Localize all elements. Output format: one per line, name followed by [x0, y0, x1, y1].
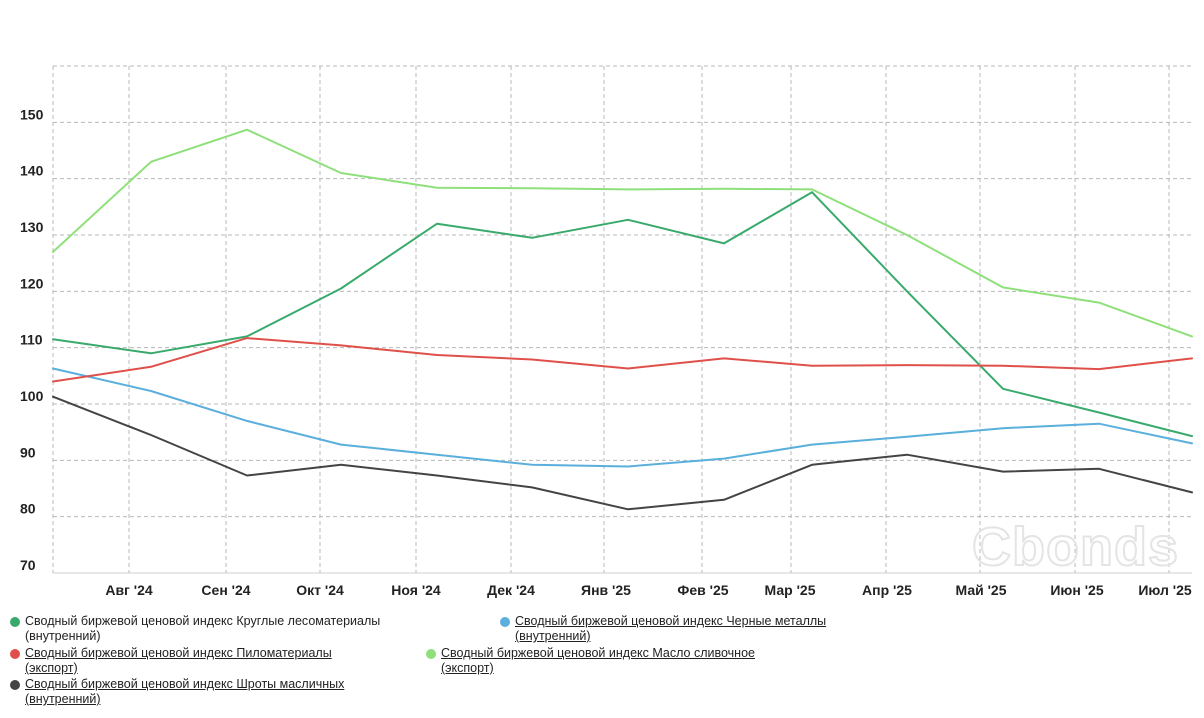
legend-marker-icon	[10, 617, 20, 627]
x-tick-label: Авг '24	[105, 582, 153, 598]
series-lines	[52, 128, 1193, 511]
x-tick-label: Янв '25	[581, 582, 631, 598]
legend-item-butter[interactable]: Сводный биржевой ценовой индекс Масло сл…	[426, 646, 755, 676]
series-line-oilseed-meal	[52, 395, 1193, 511]
x-tick-label: Апр '25	[862, 582, 912, 598]
legend-item-oilseed-meal[interactable]: Сводный биржевой ценовой индекс Шроты ма…	[10, 677, 344, 707]
legend-label: Сводный биржевой ценовой индекс Черные м…	[515, 614, 827, 643]
grid	[52, 65, 1192, 574]
x-tick-label: Дек '24	[487, 582, 535, 598]
series-line-sawn-timber	[52, 337, 1193, 383]
legend-marker-icon	[426, 649, 436, 659]
chart-legend: Сводный биржевой ценовой индекс Круглые …	[0, 606, 1204, 718]
x-tick-label: Фев '25	[677, 582, 728, 598]
line-chart: Cbonds 70 80 90 100 110 120 130 140 150 Авг '24 С…	[20, 65, 1193, 598]
x-tick-label: Май '25	[955, 582, 1006, 598]
y-tick-label: 100	[20, 388, 44, 404]
y-tick-label: 120	[20, 275, 44, 291]
x-tick-label: Июл '25	[1138, 582, 1192, 598]
legend-item-sawn-timber[interactable]: Сводный биржевой ценовой индекс Пиломате…	[10, 646, 332, 676]
x-tick-label: Мар '25	[765, 582, 816, 598]
legend-item-round-timber[interactable]: Сводный биржевой ценовой индекс Круглые …	[10, 614, 380, 644]
y-tick-label: 110	[20, 332, 43, 348]
legend-label: Сводный биржевой ценовой индекс Масло сл…	[441, 646, 755, 675]
cbonds-watermark-logo: Cbonds	[972, 517, 1179, 577]
y-tick-label: 150	[20, 106, 44, 122]
x-tick-label: Сен '24	[201, 582, 250, 598]
x-axis-ticks: Авг '24 Сен '24 Окт '24 Ноя '24 Дек '24 Янв '…	[105, 582, 1192, 598]
legend-label: Сводный биржевой ценовой индекс Пиломате…	[25, 646, 332, 675]
y-tick-label: 90	[20, 444, 36, 460]
y-axis-ticks: 70 80 90 100 110 120 130 140 150	[20, 106, 44, 573]
x-tick-label: Июн '25	[1050, 582, 1103, 598]
chart-area: Cbonds 70 80 90 100 110 120 130 140 150 Авг '24 С…	[20, 65, 1193, 598]
legend-label: Сводный биржевой ценовой индекс Шроты ма…	[25, 677, 345, 706]
x-tick-label: Окт '24	[296, 582, 344, 598]
legend-marker-icon	[500, 617, 510, 627]
series-line-butter	[52, 128, 1193, 338]
x-tick-label: Ноя '24	[391, 582, 441, 598]
y-tick-label: 70	[20, 557, 36, 573]
legend-marker-icon	[10, 680, 20, 690]
legend-item-ferrous-metals[interactable]: Сводный биржевой ценовой индекс Черные м…	[500, 614, 826, 644]
legend-label: Сводный биржевой ценовой индекс Круглые …	[25, 614, 381, 643]
y-tick-label: 130	[20, 219, 44, 235]
series-line-ferrous-metals	[52, 367, 1193, 468]
legend-marker-icon	[10, 649, 20, 659]
series-line-round-timber	[52, 191, 1193, 438]
y-tick-label: 140	[20, 163, 44, 179]
y-tick-label: 80	[20, 501, 36, 517]
